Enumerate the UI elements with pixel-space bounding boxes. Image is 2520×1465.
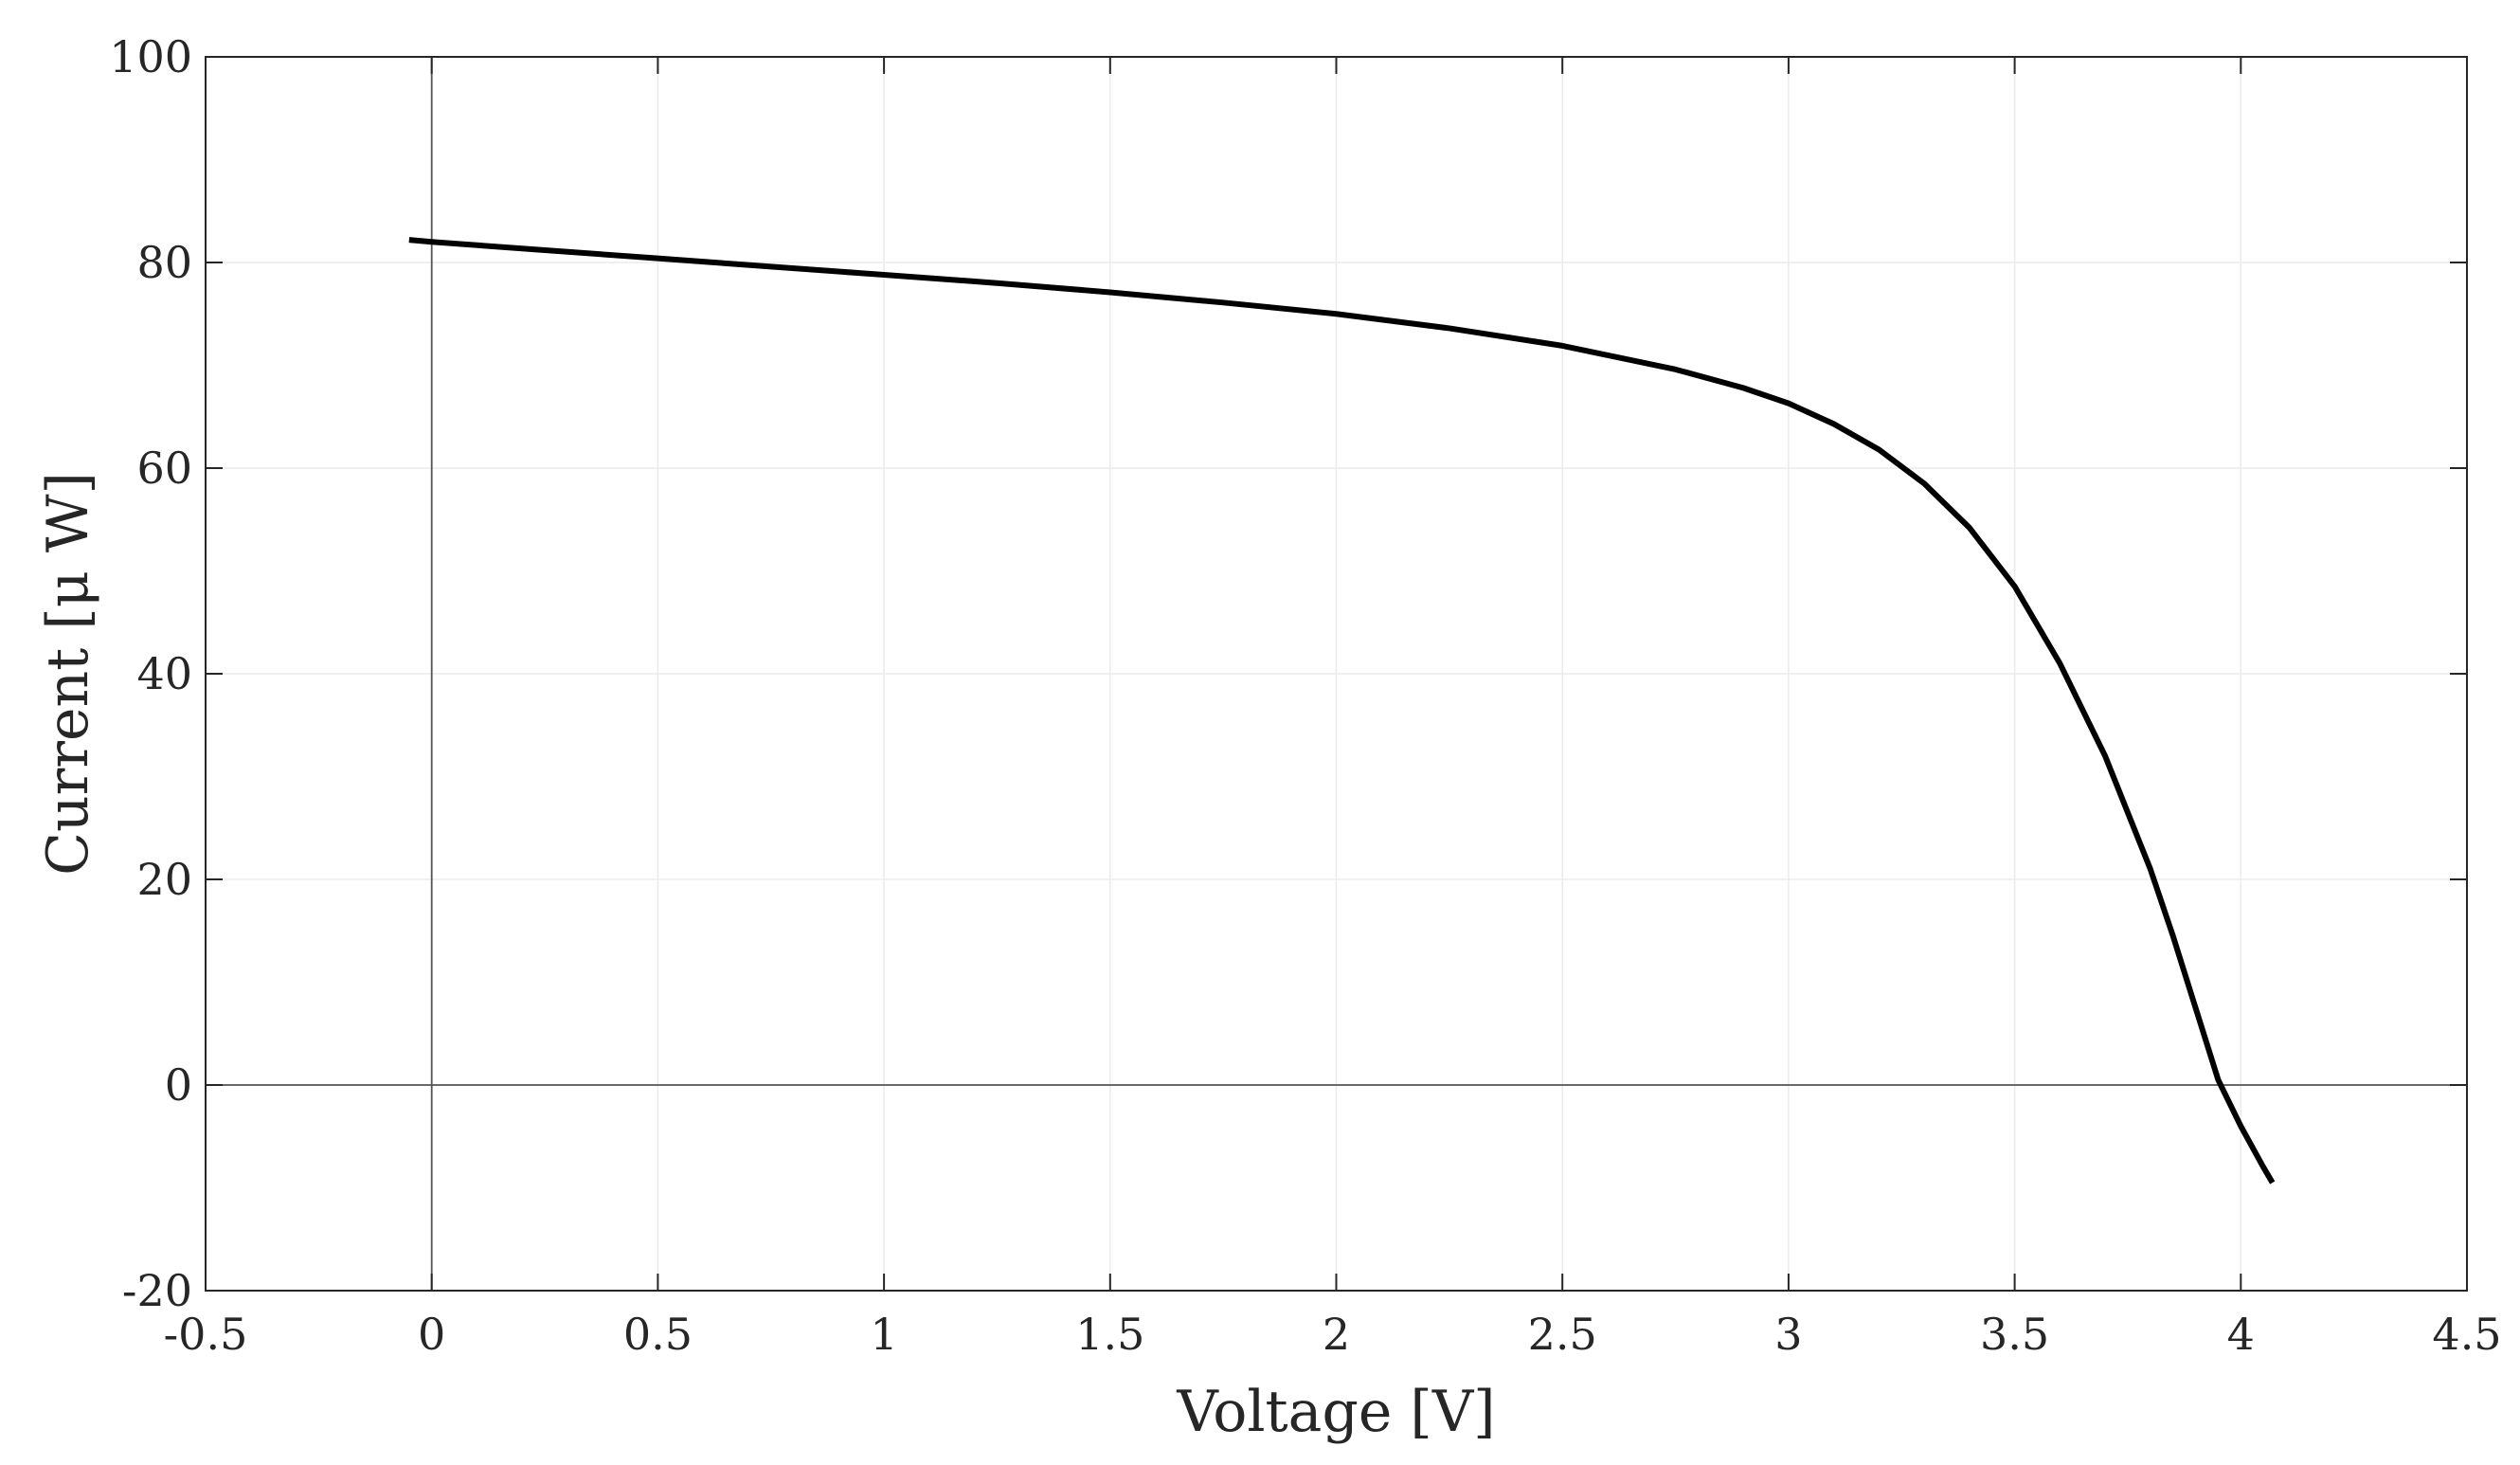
- x-tick-label: 4.5: [2432, 1309, 2501, 1360]
- x-tick-label: 2.5: [1528, 1309, 1597, 1360]
- tick-marks: [205, 56, 2468, 1292]
- data-series: [408, 237, 2276, 1185]
- x-tick-label: 3: [1774, 1309, 1802, 1360]
- y-tick-label: 0: [165, 1059, 192, 1111]
- y-tick-label: 60: [136, 443, 192, 494]
- x-tick-label: 2: [1323, 1309, 1350, 1360]
- series-line: [408, 237, 2276, 1185]
- y-tick-label: 100: [109, 31, 192, 82]
- x-tick-labels: -0.5 0 0.5 1 1.5 2 2.5 3 3.5 4 4.5: [164, 1309, 2502, 1360]
- y-tick-label: 40: [136, 648, 192, 699]
- y-axis-title: Current [μ W]: [35, 472, 101, 876]
- x-tick-label: 1: [870, 1309, 897, 1360]
- y-tick-label: 80: [136, 237, 192, 288]
- x-tick-label: 4: [2227, 1309, 2255, 1360]
- x-tick-label: -0.5: [164, 1309, 248, 1360]
- x-tick-label: 0: [418, 1309, 445, 1360]
- y-tick-label: -20: [122, 1265, 192, 1316]
- zero-lines: [206, 57, 2467, 1291]
- x-tick-label: 3.5: [1980, 1309, 2049, 1360]
- y-tick-label: 20: [136, 854, 192, 905]
- x-tick-label: 0.5: [623, 1309, 693, 1360]
- x-axis-title: Voltage [V]: [1176, 1379, 1495, 1445]
- x-tick-label: 1.5: [1075, 1309, 1144, 1360]
- y-tick-labels: -20 0 20 40 60 80 100: [109, 31, 192, 1316]
